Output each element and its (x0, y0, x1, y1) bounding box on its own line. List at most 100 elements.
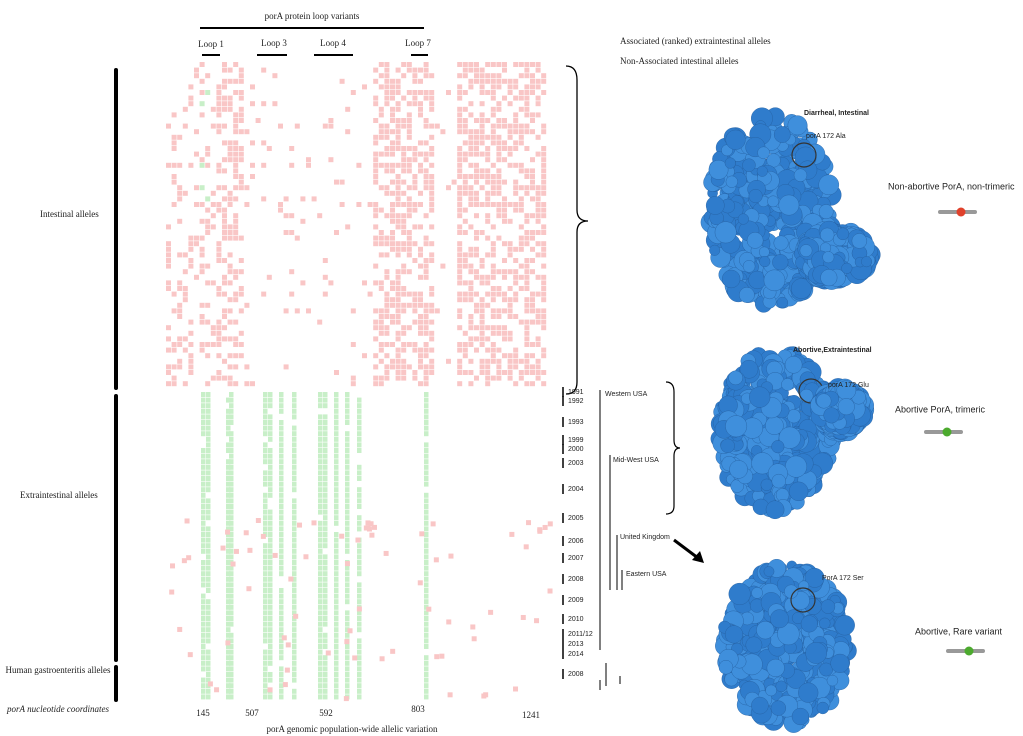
cell (268, 582, 273, 587)
cell (474, 146, 479, 151)
cell (541, 314, 546, 319)
cell (468, 370, 473, 375)
cell (496, 185, 501, 190)
cell (541, 129, 546, 134)
cell (429, 191, 434, 196)
atom (831, 654, 850, 673)
cell (470, 624, 475, 629)
cell (268, 661, 273, 666)
cell (205, 219, 210, 224)
cell (496, 124, 501, 129)
cell (379, 381, 384, 386)
cell (357, 694, 362, 699)
cell (357, 571, 362, 576)
cell (233, 163, 238, 168)
cell (534, 618, 539, 623)
cell (424, 348, 429, 353)
cell (474, 269, 479, 274)
cell (513, 185, 518, 190)
cell (206, 633, 211, 638)
cell (323, 577, 328, 582)
cell (536, 191, 541, 196)
cell (373, 364, 378, 369)
cell (396, 331, 401, 336)
cell (239, 118, 244, 123)
cell (412, 202, 417, 207)
cell (496, 107, 501, 112)
cell (345, 437, 350, 442)
cell (206, 454, 211, 459)
allele-matrix (166, 62, 553, 701)
cell (261, 196, 266, 201)
cell (496, 208, 501, 213)
cell (365, 520, 370, 525)
cell (216, 325, 221, 330)
cell (284, 308, 289, 313)
cell (468, 140, 473, 145)
cell (491, 247, 496, 252)
cell (468, 146, 473, 151)
cell (485, 157, 490, 162)
cell (292, 689, 297, 694)
cell (418, 314, 423, 319)
cell (390, 168, 395, 173)
cell (446, 185, 451, 190)
cell (401, 376, 406, 381)
cell (334, 622, 339, 627)
cell (201, 493, 206, 498)
cell (424, 454, 429, 459)
cell (491, 112, 496, 117)
cell (536, 376, 541, 381)
cell (407, 269, 412, 274)
cell (177, 627, 182, 632)
cell (429, 364, 434, 369)
cell (323, 465, 328, 470)
cell (345, 465, 350, 470)
cell (216, 208, 221, 213)
cell (355, 538, 360, 543)
cell (536, 314, 541, 319)
cell (491, 348, 496, 353)
cell (379, 376, 384, 381)
cell (541, 320, 546, 325)
cell (214, 687, 219, 692)
cell (345, 650, 350, 655)
cell (424, 644, 429, 649)
cell (424, 672, 429, 677)
cell (222, 219, 227, 224)
cell (344, 696, 349, 701)
cell (485, 90, 490, 95)
cell (429, 163, 434, 168)
cell (206, 638, 211, 643)
cell (457, 191, 462, 196)
cell (357, 437, 362, 442)
cell (407, 118, 412, 123)
cell (200, 163, 205, 168)
cell (429, 370, 434, 375)
cell (530, 174, 535, 179)
cell (345, 561, 350, 566)
cell (457, 185, 462, 190)
cell (328, 157, 333, 162)
atom (721, 439, 735, 453)
cell (424, 566, 429, 571)
cell (222, 84, 227, 89)
cell (222, 140, 227, 145)
cell (468, 297, 473, 302)
cell (474, 180, 479, 185)
cell (166, 325, 171, 330)
cell (390, 314, 395, 319)
cell (424, 185, 429, 190)
cell (519, 185, 524, 190)
cell (480, 90, 485, 95)
cell (201, 622, 206, 627)
cell (424, 236, 429, 241)
cell (279, 538, 284, 543)
cell (279, 683, 284, 688)
cell (424, 538, 429, 543)
cell (468, 280, 473, 285)
cell (345, 459, 350, 464)
cell (263, 448, 268, 453)
cell (206, 577, 211, 582)
cell (401, 325, 406, 330)
